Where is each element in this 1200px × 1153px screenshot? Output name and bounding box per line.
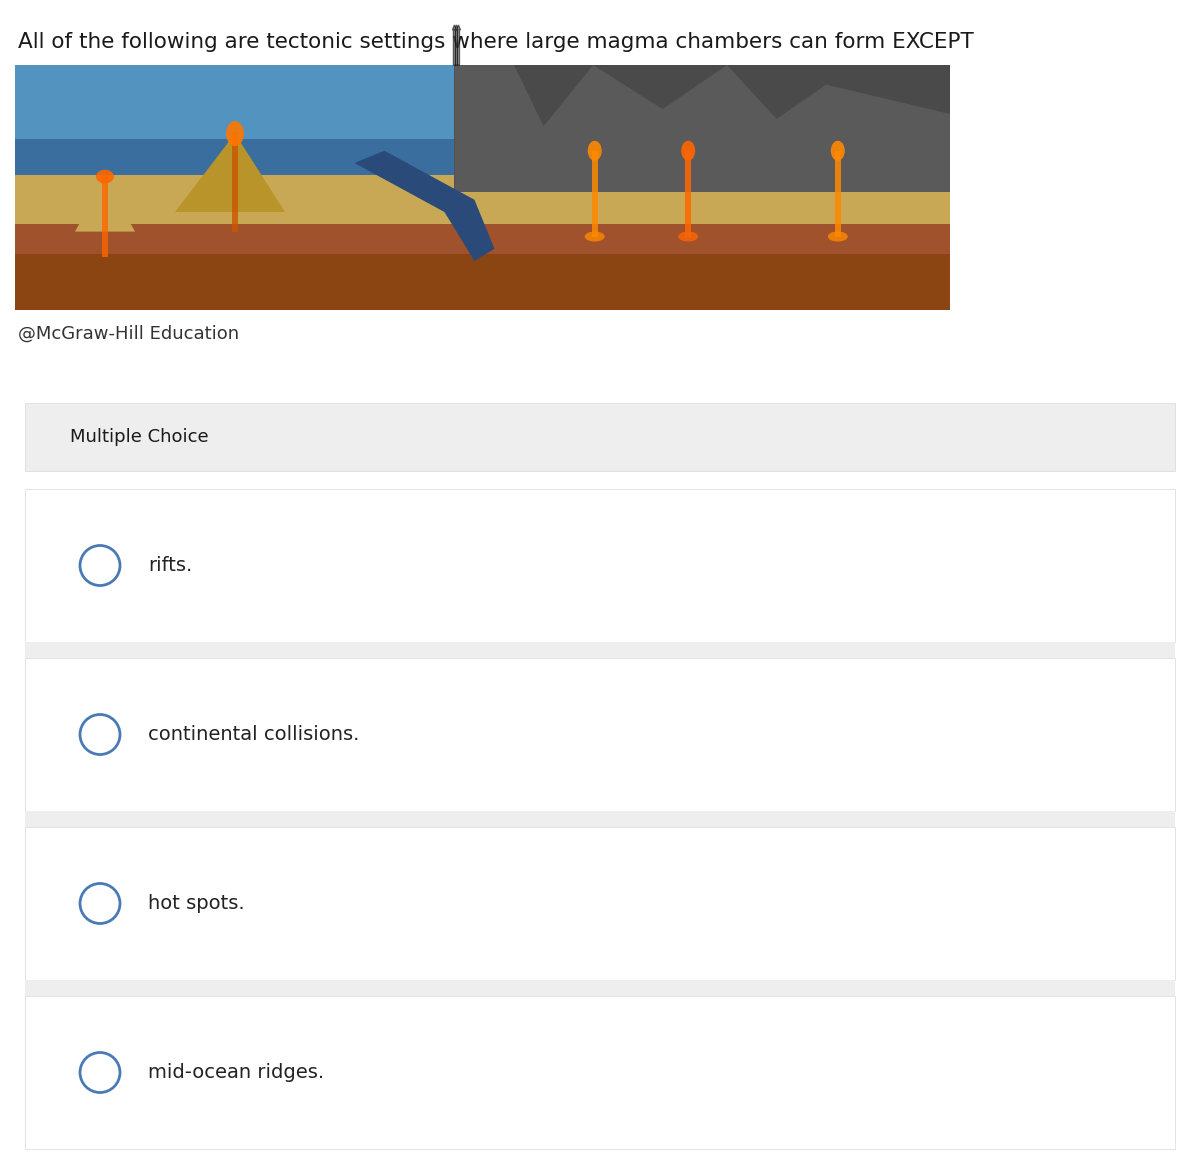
Bar	[14, 249, 950, 310]
Text: @McGraw-Hill Education: @McGraw-Hill Education	[18, 325, 239, 342]
Ellipse shape	[678, 232, 698, 241]
Ellipse shape	[830, 141, 845, 160]
Polygon shape	[354, 151, 494, 261]
FancyArrow shape	[456, 25, 461, 65]
Ellipse shape	[584, 232, 605, 241]
Text: continental collisions.: continental collisions.	[148, 725, 359, 744]
Polygon shape	[175, 134, 286, 212]
Ellipse shape	[96, 169, 114, 183]
Bar	[14, 193, 950, 258]
Bar	[835, 151, 841, 236]
FancyArrow shape	[452, 25, 456, 65]
Ellipse shape	[588, 141, 601, 160]
Bar	[25, 996, 1175, 1150]
Bar	[14, 175, 455, 254]
FancyArrow shape	[455, 25, 458, 65]
Bar	[232, 131, 238, 232]
Ellipse shape	[828, 232, 847, 241]
Bar	[14, 65, 455, 138]
Text: All of the following are tectonic settings where large magma chambers can form E: All of the following are tectonic settin…	[18, 32, 973, 52]
Text: rifts.: rifts.	[148, 556, 192, 575]
Bar	[14, 65, 455, 193]
Ellipse shape	[682, 141, 695, 160]
Bar	[102, 176, 108, 257]
Bar	[455, 65, 950, 224]
Bar	[25, 827, 1175, 980]
Polygon shape	[455, 65, 950, 224]
Bar	[14, 224, 950, 254]
Bar	[25, 980, 1175, 996]
Ellipse shape	[226, 121, 244, 146]
Text: hot spots.: hot spots.	[148, 894, 245, 913]
Bar	[25, 658, 1175, 811]
Bar	[14, 65, 950, 310]
Bar	[25, 642, 1175, 658]
Polygon shape	[74, 176, 134, 232]
Text: Multiple Choice: Multiple Choice	[70, 428, 209, 446]
Bar	[25, 404, 1175, 470]
Text: mid-ocean ridges.: mid-ocean ridges.	[148, 1063, 324, 1082]
Bar	[25, 489, 1175, 642]
Bar	[685, 151, 691, 236]
Bar	[592, 151, 598, 236]
Bar	[25, 811, 1175, 827]
